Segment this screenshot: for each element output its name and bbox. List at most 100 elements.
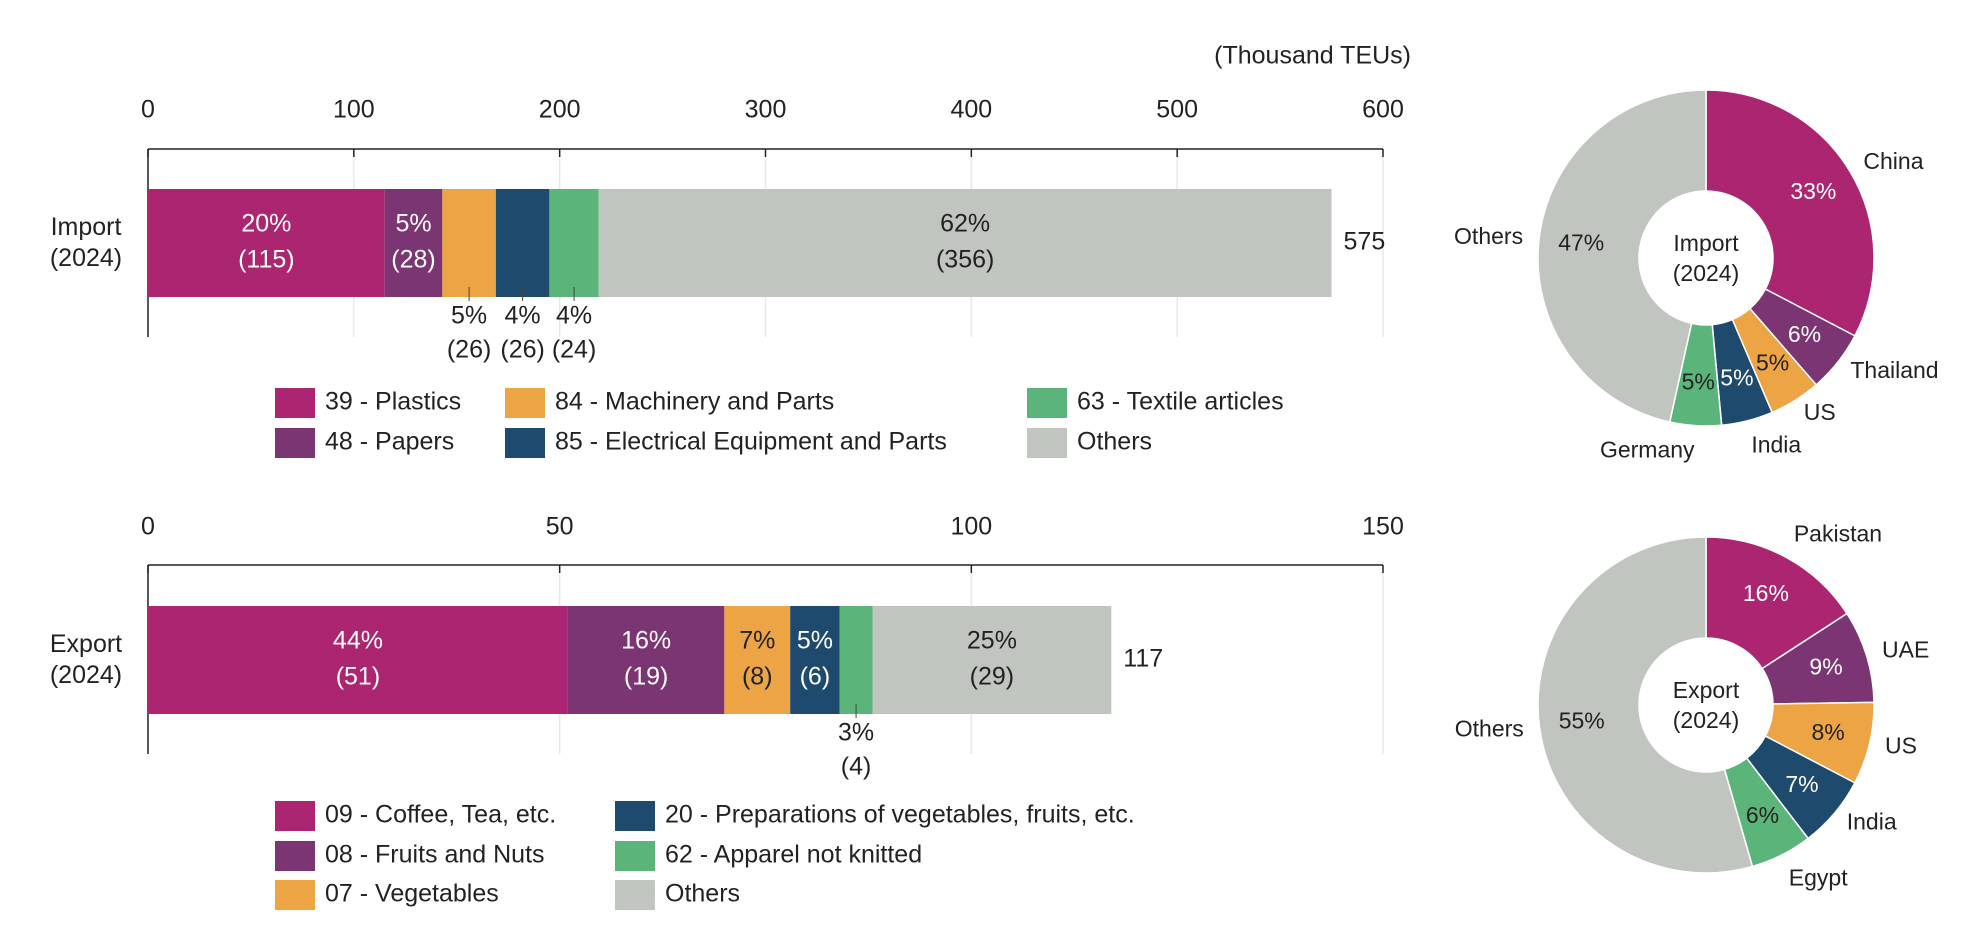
value-label: (26) [447,336,491,364]
legend-label: 63 - Textile articles [1077,388,1284,416]
percent-label: 4% [505,302,541,330]
percent-label: 5% [797,627,833,655]
total-label: 575 [1344,228,1386,256]
value-label: (6) [800,663,831,691]
donut-slice [1705,89,1875,337]
slice-label: Egypt [1789,864,1848,890]
value-label: (19) [624,663,668,691]
bar-segment [872,606,1112,714]
legend-label: 84 - Machinery and Parts [555,388,834,416]
value-label: (51) [336,663,380,691]
slice-value-label: 5% [1720,365,1753,391]
x-tick-label: 500 [1156,96,1198,124]
bar-segment [839,606,873,714]
legend-swatch [275,428,315,458]
slice-label: India [1751,431,1801,457]
percent-label: 62% [940,210,990,238]
value-label: (28) [391,246,435,274]
legend-label: 08 - Fruits and Nuts [325,841,545,869]
bar-segment [148,189,385,297]
bar-segment [495,189,550,297]
percent-label: 3% [838,719,874,747]
donut-center-label: Export (2024) [1672,677,1740,733]
slice-label: Others [1454,223,1523,249]
x-tick-label: 150 [1362,513,1404,541]
category-label: Import (2024) [49,213,123,272]
legend-label: 20 - Preparations of vegetables, fruits,… [665,801,1135,829]
percent-label: 44% [333,627,383,655]
slice-value-label: 47% [1558,229,1604,255]
legend-swatch [615,841,655,871]
legend-swatch [275,388,315,418]
bar-segment [724,606,791,714]
slice-value-label: 16% [1743,580,1789,606]
slice-label: US [1804,399,1836,425]
legend-swatch [1027,428,1067,458]
slice-label: China [1863,148,1923,174]
x-tick-label: 400 [950,96,992,124]
percent-label: 16% [621,627,671,655]
donut-center-label: Import (2024) [1672,230,1740,286]
legend-label: 07 - Vegetables [325,880,499,908]
value-label: (4) [841,753,872,781]
bar-segment [442,189,496,297]
slice-value-label: 9% [1809,654,1842,680]
legend-label: 85 - Electrical Equipment and Parts [555,428,947,456]
slice-value-label: 6% [1788,321,1821,347]
percent-label: 20% [241,210,291,238]
bar-segment [567,606,725,714]
slice-value-label: 5% [1682,368,1715,394]
bar-segment [549,189,599,297]
legend-swatch [615,801,655,831]
value-label: (24) [552,336,596,364]
bar-segment [598,189,1332,297]
slice-value-label: 5% [1756,349,1789,375]
percent-label: 7% [739,627,775,655]
legend-label: 39 - Plastics [325,388,461,416]
legend-label: Others [665,880,740,908]
slice-value-label: 55% [1559,708,1605,734]
slice-label: Germany [1600,437,1695,463]
x-tick-label: 200 [539,96,581,124]
legend-label: 09 - Coffee, Tea, etc. [325,801,556,829]
bar-segment [148,606,568,714]
legend-swatch [505,428,545,458]
slice-label: UAE [1882,636,1929,662]
donut-slice [1537,89,1707,423]
slice-value-label: 33% [1790,178,1836,204]
percent-label: 5% [451,302,487,330]
legend-swatch [615,880,655,910]
percent-label: 4% [556,302,592,330]
legend-label: 62 - Apparel not knitted [665,841,922,869]
value-label: (8) [742,663,773,691]
value-label: (29) [970,663,1014,691]
value-label: (356) [936,246,994,274]
slice-label: US [1885,733,1917,759]
bar-segment [790,606,840,714]
slice-label: Thailand [1850,357,1938,383]
donut-slice [1537,536,1754,874]
legend-label: Others [1077,428,1152,456]
percent-label: 25% [967,627,1017,655]
unit-label: (Thousand TEUs) [1214,42,1411,70]
legend-swatch [505,388,545,418]
legend-swatch [275,880,315,910]
legend-swatch [275,841,315,871]
legend-swatch [1027,388,1067,418]
bar-segment [384,189,443,297]
category-label: Export (2024) [49,630,123,689]
x-tick-label: 0 [141,513,155,541]
legend-swatch [275,801,315,831]
slice-label: Pakistan [1794,520,1882,546]
value-label: (26) [500,336,544,364]
slice-label: Others [1455,716,1524,742]
x-tick-label: 300 [745,96,787,124]
x-tick-label: 50 [546,513,574,541]
legend-label: 48 - Papers [325,428,454,456]
x-tick-label: 100 [333,96,375,124]
x-tick-label: 100 [950,513,992,541]
slice-value-label: 8% [1811,719,1844,745]
x-tick-label: 600 [1362,96,1404,124]
